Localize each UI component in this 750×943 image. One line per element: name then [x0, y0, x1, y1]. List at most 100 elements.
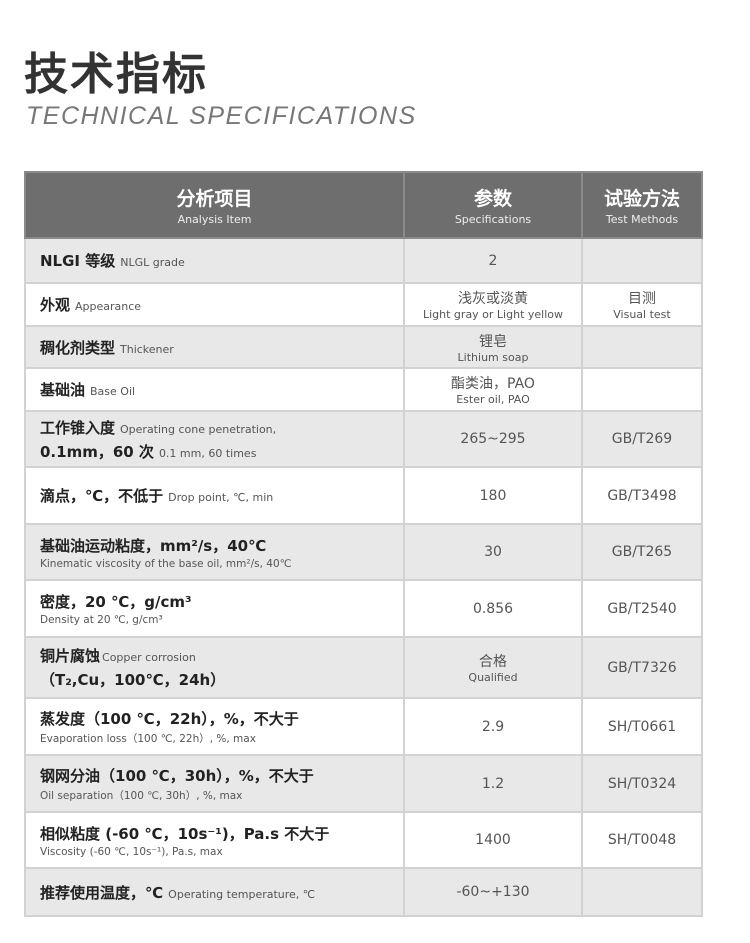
- spec-value: 酯类油，PAO: [451, 376, 535, 392]
- analysis-item-cell: 蒸发度（100 ℃，22h），%，不大于 Evaporation loss（100…: [24, 697, 405, 756]
- test-method-cell: [581, 867, 703, 917]
- header-en: Analysis Item: [177, 213, 252, 226]
- method-value: GB/T269: [611, 431, 673, 447]
- spec-value: 180: [479, 487, 507, 504]
- item-zh: 蒸发度（100 ℃，22h），%，不大于: [40, 709, 299, 728]
- test-method-cell: GB/T265: [581, 523, 703, 581]
- item-en: Base Oil: [90, 385, 136, 398]
- item-en: Copper corrosion: [102, 651, 196, 664]
- item-zh: 密度，20 ℃，g/cm³: [40, 593, 192, 611]
- method-value: GB/T3498: [607, 487, 677, 504]
- spec-value-en: Ester oil, PAO: [456, 393, 530, 406]
- analysis-item-cell: 稠化剂类型 Thickener: [24, 325, 405, 369]
- table-row: 基础油 Base Oil 酯类油，PAO Ester oil, PAO: [24, 367, 703, 412]
- item-en: Operating temperature, ℃: [168, 887, 316, 901]
- specification-cell: -60~+130: [403, 867, 583, 917]
- item-en: Kinematic viscosity of the base oil, mm²…: [40, 557, 292, 570]
- spec-value: 2: [488, 252, 498, 269]
- specification-cell: 酯类油，PAO Ester oil, PAO: [403, 367, 583, 412]
- item-en: Density at 20 ℃, g/cm³: [40, 614, 163, 626]
- test-method-cell: SH/T0048: [581, 811, 703, 869]
- test-method-cell: 目测 Visual test: [581, 282, 703, 327]
- specification-cell: 2: [403, 237, 583, 284]
- specification-cell: 合格 Qualified: [403, 636, 583, 699]
- specification-cell: 1400: [403, 811, 583, 869]
- table-header: 分析项目 Analysis Item 参数 Specifications 试验方法 T…: [24, 171, 703, 239]
- item-en: Operating cone penetration,: [120, 422, 277, 436]
- method-value: GB/T265: [611, 544, 673, 560]
- item-en: Drop point, ℃, min: [168, 491, 274, 504]
- test-method-cell: [581, 325, 703, 369]
- item-zh: 钢网分油（100 ℃，30h），%，不大于: [40, 766, 314, 785]
- spec-value: 265~295: [460, 431, 526, 447]
- analysis-item-cell: 基础油运动粘度，mm²/s，40℃ Kinematic viscosity of …: [24, 523, 405, 581]
- spec-table: 分析项目 Analysis Item 参数 Specifications 试验方法 T…: [24, 171, 703, 917]
- analysis-item-cell: 外观 Appearance: [24, 282, 405, 327]
- item-en: Evaporation loss（100 ℃, 22h）, %, max: [40, 732, 256, 745]
- specification-cell: 265~295: [403, 410, 583, 468]
- header-test-methods: 试验方法 Test Methods: [581, 171, 703, 239]
- spec-value: 30: [484, 544, 502, 560]
- spec-value: 1.2: [481, 775, 505, 792]
- header-en: Test Methods: [605, 213, 679, 226]
- item-en-line2: 0.1 mm, 60 times: [158, 446, 257, 460]
- header-zh: 试验方法: [603, 188, 680, 210]
- test-method-cell: GB/T2540: [581, 579, 703, 638]
- test-method-cell: GB/T269: [581, 410, 703, 468]
- specification-cell: 1.2: [403, 754, 583, 813]
- header-specifications: 参数 Specifications: [403, 171, 583, 239]
- method-value: SH/T0048: [607, 832, 677, 848]
- method-value: SH/T0661: [607, 718, 677, 735]
- item-en: Thickener: [120, 342, 174, 356]
- page-title: 技术指标: [24, 49, 208, 100]
- specification-cell: 0.856: [403, 579, 583, 638]
- analysis-item-cell: 工作锥入度 Operating cone penetration, 0.1mm，6…: [24, 410, 405, 468]
- spec-value-en: Qualified: [468, 671, 518, 684]
- analysis-item-cell: 密度，20 ℃，g/cm³ Density at 20 ℃, g/cm³: [24, 579, 405, 638]
- table-row: 密度，20 ℃，g/cm³ Density at 20 ℃, g/cm³ 0.85…: [24, 579, 703, 638]
- page-subtitle: TECHNICAL SPECIFICATIONS: [26, 102, 417, 130]
- method-value: GB/T7326: [607, 659, 677, 676]
- item-zh-line2: （T₂,Cu，100℃，24h）: [40, 671, 226, 689]
- spec-value: 合格: [479, 654, 507, 670]
- method-value: SH/T0324: [607, 775, 677, 792]
- analysis-item-cell: 基础油 Base Oil: [24, 367, 405, 412]
- method-value: GB/T2540: [607, 600, 677, 617]
- item-zh: 稠化剂类型: [40, 338, 116, 357]
- table-row: 铜片腐蚀 Copper corrosion （T₂,Cu，100℃，24h） 合格…: [24, 636, 703, 699]
- header-zh: 参数: [473, 188, 512, 210]
- item-zh-line2: 0.1mm，60 次: [40, 442, 154, 461]
- analysis-item-cell: NLGI 等级 NLGL grade: [24, 237, 405, 284]
- header-analysis-item: 分析项目 Analysis Item: [24, 171, 405, 239]
- table-row: 工作锥入度 Operating cone penetration, 0.1mm，6…: [24, 410, 703, 468]
- spec-value: 0.856: [472, 600, 514, 617]
- test-method-cell: GB/T3498: [581, 466, 703, 525]
- method-value: 目测: [628, 291, 656, 307]
- test-method-cell: [581, 367, 703, 412]
- analysis-item-cell: 相似粘度 (-60 ℃，10s⁻¹)，Pa.s 不大于 Viscosity (-6…: [24, 811, 405, 869]
- specification-cell: 2.9: [403, 697, 583, 756]
- item-en: Appearance: [75, 300, 142, 313]
- spec-value: 2.9: [481, 718, 505, 735]
- spec-value: 浅灰或淡黄: [458, 291, 528, 307]
- table-row: 外观 Appearance 浅灰或淡黄 Light gray or Light ye…: [24, 282, 703, 327]
- header-zh: 分析项目: [176, 188, 253, 210]
- item-en: Viscosity (-60 ℃, 10s⁻¹), Pa.s, max: [40, 845, 223, 858]
- table-row: 基础油运动粘度，mm²/s，40℃ Kinematic viscosity of …: [24, 523, 703, 581]
- item-zh: 相似粘度 (-60 ℃，10s⁻¹)，Pa.s 不大于: [40, 824, 330, 843]
- item-zh: 滴点，℃，不低于: [40, 487, 164, 505]
- specification-cell: 30: [403, 523, 583, 581]
- table-row: 滴点，℃，不低于 Drop point, ℃, min 180 GB/T3498: [24, 466, 703, 525]
- item-en: Oil separation（100 ℃, 30h）, %, max: [40, 789, 243, 802]
- table-row: 推荐使用温度，℃ Operating temperature, ℃ -60~+13…: [24, 867, 703, 917]
- table-row: NLGI 等级 NLGL grade 2: [24, 237, 703, 284]
- test-method-cell: [581, 237, 703, 284]
- item-zh: 推荐使用温度，℃: [40, 883, 164, 902]
- spec-value: -60~+130: [456, 884, 530, 900]
- analysis-item-cell: 推荐使用温度，℃ Operating temperature, ℃: [24, 867, 405, 917]
- specification-cell: 浅灰或淡黄 Light gray or Light yellow: [403, 282, 583, 327]
- method-value-en: Visual test: [613, 308, 671, 321]
- item-zh: 工作锥入度: [40, 418, 116, 437]
- specification-cell: 180: [403, 466, 583, 525]
- item-en: NLGL grade: [120, 256, 185, 269]
